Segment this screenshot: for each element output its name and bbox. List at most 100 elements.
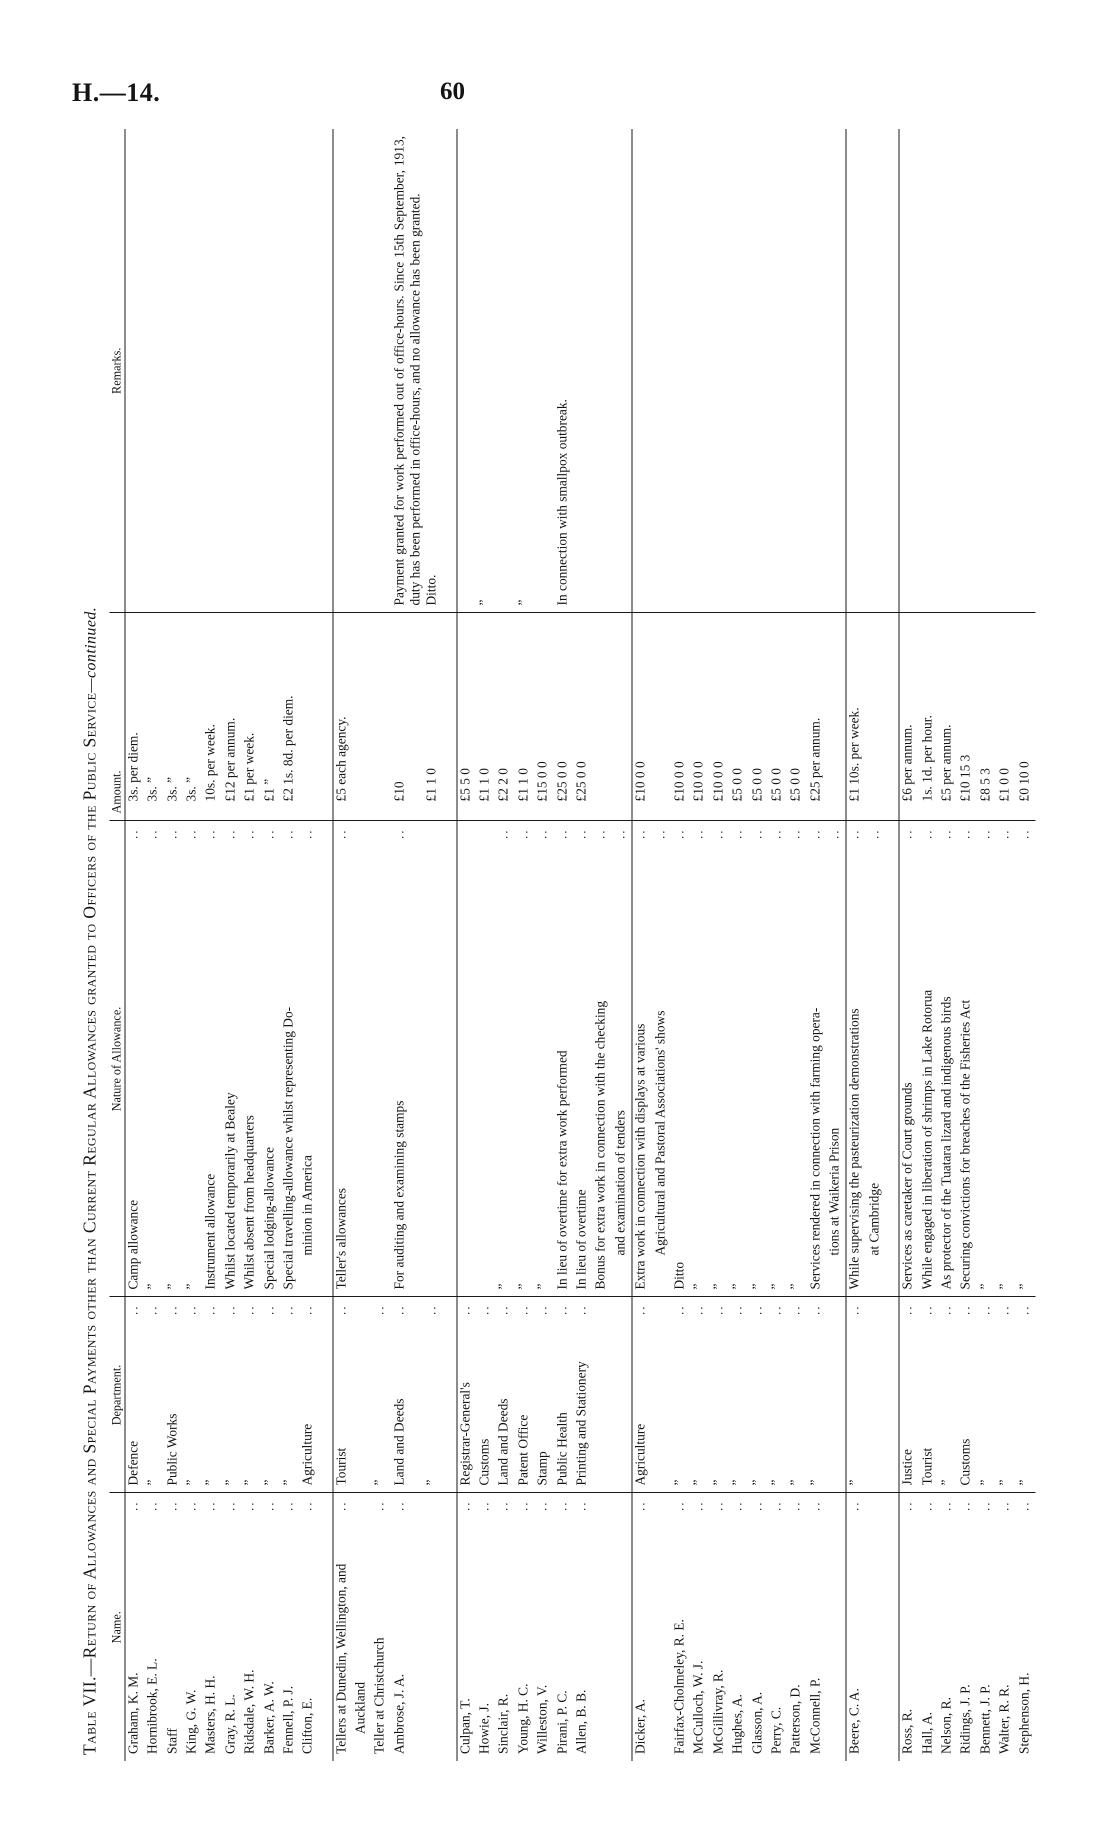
cell-name: .. Barker, A. W. (261, 1492, 281, 1761)
cell-nature: .. As protector of the Tuatara lizard and… (938, 820, 958, 1297)
table-row: .. Fairfax-Cholmeley, R. E...”.. Ditto £10 … (671, 129, 691, 1761)
cell-name (443, 1493, 457, 1761)
cell-amount: £5 0 0 (729, 612, 750, 821)
cell-nature: ..” (996, 820, 1017, 1297)
cell-amount: £10 0 0 (690, 612, 711, 821)
cell-remarks (443, 129, 457, 613)
column-header-amount: Amount. (109, 612, 125, 821)
cell-nature: .. In lieu of overtime for extra work per… (554, 820, 574, 1297)
cell-nature: .. Special travelling-allowance whilst re… (280, 820, 300, 1297)
cell-name: .. Willeston, V. (534, 1492, 555, 1761)
cell-remarks (125, 129, 145, 613)
cell-remarks (958, 129, 977, 613)
cell-amount: £12 per annum. (222, 612, 242, 821)
cell-amount (592, 612, 613, 821)
cell-remarks (145, 129, 164, 613)
cell-nature: ..” (768, 820, 788, 1297)
cell-nature: .. minion in America (299, 820, 320, 1297)
cell-nature: .. Whilst absent from headquarters (241, 820, 261, 1297)
table-row: .. Teller at Christchurch..” (371, 129, 392, 1761)
cell-remarks (997, 129, 1016, 613)
table-row: .. Howie, J... Customs £1 1 0 ” (476, 129, 496, 1761)
cell-amount (371, 612, 392, 821)
cell-amount: £1 1 0 (515, 612, 535, 821)
cell-amount: £5 0 0 (787, 612, 808, 821)
page-header: H.—14. 60 (0, 78, 1114, 118)
cell-department: ..” (787, 1296, 808, 1493)
cell-department: .. Public Works (164, 1296, 184, 1493)
cell-name (423, 1492, 444, 1761)
cell-name: .. Young, H. C. (515, 1492, 535, 1761)
cell-department: ..” (280, 1296, 300, 1493)
column-header-remarks: Remarks. (109, 128, 125, 613)
cell-name: .. Allen, B. B. (573, 1492, 593, 1761)
cell-amount: £1 10s. per week. (846, 612, 867, 821)
cell-amount: £15 0 0 (534, 612, 555, 821)
page-number: 60 (440, 78, 465, 105)
cell-name: .. Bennett, J. P. (977, 1492, 997, 1761)
table-row: .. Willeston, V... Stamp..” £15 0 0 (534, 129, 555, 1761)
table-row: .. McGillivray, R...”..” £10 0 0 (710, 129, 730, 1761)
cell-department (612, 1296, 633, 1493)
cell-nature: .. Special lodging-allowance (261, 820, 281, 1297)
cell-department: .. Tourist (919, 1296, 939, 1493)
cell-remarks (332, 128, 353, 613)
table-row: .. Hughes, A...”..” £5 0 0 (729, 129, 750, 1761)
cell-department: ..” (710, 1296, 730, 1493)
cell-department: .. Registrar-General's (456, 1296, 477, 1493)
table-row: .. Patterson, D...”..” £5 0 0 (787, 129, 808, 1761)
cell-remarks (372, 129, 391, 613)
cell-amount: £5 each agency. (332, 612, 353, 821)
cell-department: .. Agriculture (299, 1296, 320, 1493)
cell-nature: ..” (515, 820, 535, 1297)
cell-amount (866, 612, 886, 821)
table-row: .. Ambrose, J. A... Land and Deeds.. For au… (391, 129, 424, 1761)
cell-department: ..” (996, 1296, 1017, 1493)
cell-remarks (768, 129, 787, 613)
cell-department (826, 1296, 847, 1493)
cell-amount: £1 1 0 (423, 612, 444, 821)
cell-department (443, 1297, 457, 1493)
table-row: .. Nelson, R...”.. As protector of the Tua… (938, 129, 958, 1761)
cell-department: ..” (671, 1296, 691, 1493)
cell-department (866, 1296, 886, 1493)
cell-amount: £8 5 3 (977, 612, 997, 821)
column-header-department: Department. (109, 1296, 125, 1493)
cell-amount: £25 0 0 (573, 612, 593, 821)
table-row: ..” £1 1 0 Ditto. (423, 129, 444, 1761)
cell-department: ..” (977, 1296, 997, 1493)
cell-remarks (632, 128, 653, 613)
table-row: .. Ridsdale, W. H...”.. Whilst absent from… (241, 129, 261, 1761)
cell-nature: .. Securing convictions for breaches of t… (957, 820, 978, 1297)
table-row: .. Bennett, J. P...”..” £8 5 3 (977, 129, 997, 1761)
table-row: .. Tellers at Dunedin, Wellington, and.. T… (332, 128, 353, 1761)
table-spacer-row (319, 129, 333, 1761)
cell-remarks (280, 129, 299, 613)
cell-amount: £25 0 0 (554, 612, 574, 821)
cell-amount (612, 612, 633, 821)
cell-amount: 3s. ” (144, 612, 165, 821)
cell-department: .. Customs (476, 1296, 496, 1493)
cell-name: .. Culpan, T. (456, 1492, 477, 1761)
table-row: .. Walter, R. R...”..” £1 0 0 (996, 129, 1017, 1761)
cell-name: .. Glasson, A. (749, 1492, 769, 1761)
cell-remarks (939, 129, 958, 613)
column-header-nature: Nature of Allowance. (109, 820, 125, 1297)
cell-nature: .. and examination of tenders (612, 820, 633, 1297)
cell-amount: £6 per annum. (899, 612, 920, 821)
table-row: .. and examination of tenders (612, 129, 633, 1761)
cell-department: ..” (749, 1296, 769, 1493)
table-title-continued: —continued. (82, 606, 100, 693)
cell-nature: .. Instrument allowance (202, 820, 223, 1297)
cell-amount: £10 0 0 (632, 612, 653, 821)
cell-amount: £10 15 3 (957, 612, 978, 821)
cell-name: .. Hall, A. (919, 1492, 939, 1761)
cell-remarks (671, 129, 690, 613)
cell-amount: £10 0 0 (710, 612, 730, 821)
cell-department: ..” (183, 1296, 203, 1493)
cell-nature (886, 821, 900, 1297)
table-title-main: Table VII.—Return of Allowances and Spec… (79, 692, 100, 1755)
table-row: .. McConnell, P...”.. Services rendered in… (807, 129, 827, 1761)
cell-remarks (710, 129, 729, 613)
cell-nature (352, 820, 372, 1297)
